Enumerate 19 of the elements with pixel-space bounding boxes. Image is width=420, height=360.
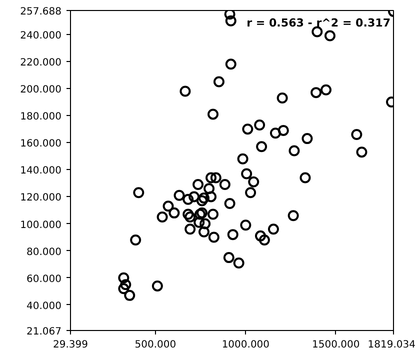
y-tick-label: 60.000 [26,274,62,285]
y-tick-label: 21.067 [26,326,62,338]
y-tick-label: 100.000 [20,220,62,231]
y-tick-label: 257.688 [20,6,62,18]
y-tick-label: 160.000 [20,138,62,150]
x-tick-label: 1500.000 [312,340,360,350]
annotation: r = 0.563 - r^2 = 0.317 [246,16,391,30]
x-tick-label: 1819.034 [368,340,416,350]
y-tick-label: 120.000 [20,192,62,204]
x-tick-label: 1000.000 [222,340,270,350]
y-tick-label: 240.000 [20,30,62,42]
x-tick-label: 500.000 [134,340,176,350]
y-tick-label: 220.000 [20,57,62,68]
y-tick-label: 200.000 [20,84,62,96]
y-tick-label: 140.000 [20,166,62,177]
y-tick-label: 180.000 [20,112,62,123]
x-tick-label: 29.399 [53,340,88,350]
y-tick-label: 40.000 [26,300,62,312]
y-tick-label: 80.000 [26,246,62,258]
